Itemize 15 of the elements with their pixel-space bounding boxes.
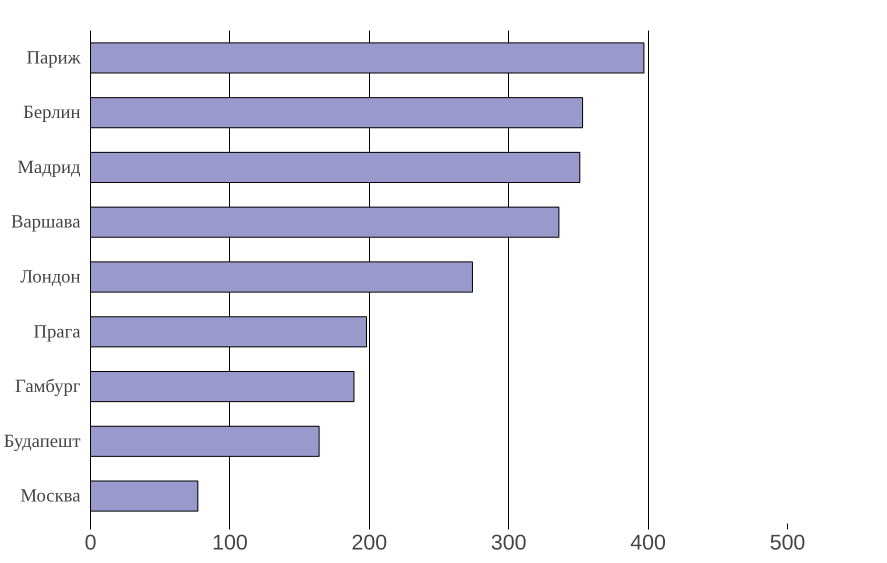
y-tick-label: Москва [20, 486, 82, 507]
y-tick-label: Берлин [23, 102, 81, 124]
x-tick-label: 500 [770, 530, 806, 554]
y-tick-label: Прага [33, 321, 82, 342]
y-tick-label: Мадрид [17, 156, 82, 178]
y-tick-label: Варшава [10, 212, 82, 233]
y-tick-label: Гамбург [15, 376, 81, 398]
y-tick-label: Лондон [20, 266, 81, 288]
y-tick-label: Париж [26, 47, 81, 68]
x-tick-label: 400 [630, 530, 666, 554]
x-tick-label: 300 [490, 530, 527, 554]
y-tick-label: Будапешт [4, 430, 81, 452]
x-tick-label: 0 [84, 530, 97, 554]
x-tick-label: 200 [352, 530, 388, 554]
x-tick-label: 100 [212, 530, 248, 554]
